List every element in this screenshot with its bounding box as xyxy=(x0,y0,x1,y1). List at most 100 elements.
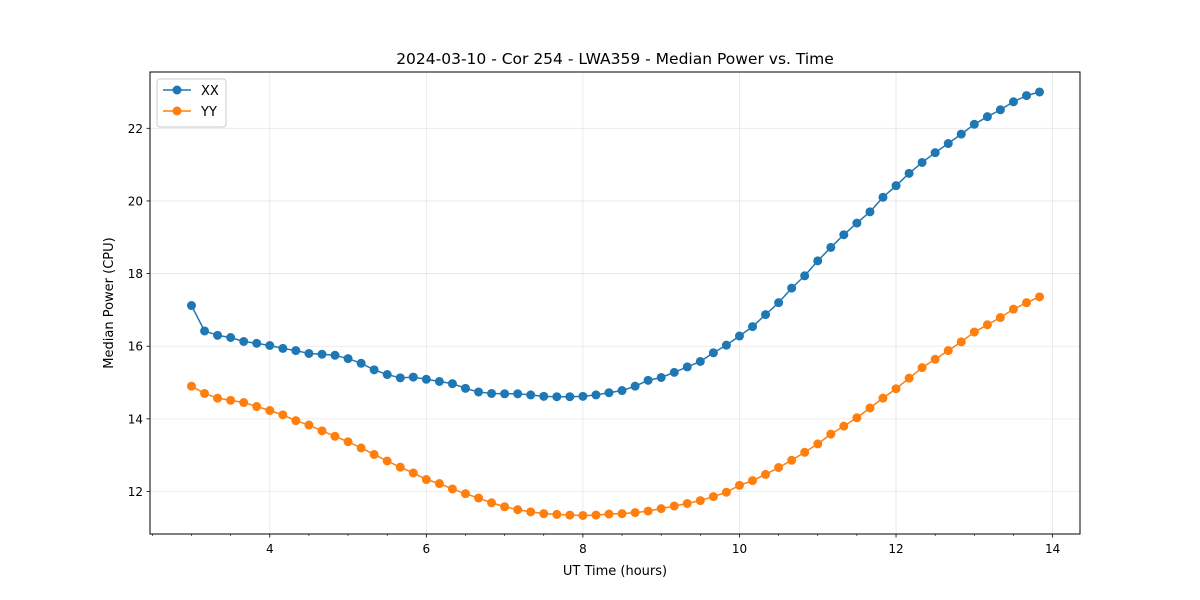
data-point-yy xyxy=(200,388,210,398)
data-point-xx xyxy=(800,271,810,281)
data-point-xx xyxy=(826,242,836,252)
grid-lines xyxy=(150,72,1080,534)
data-point-yy xyxy=(369,449,379,459)
y-tick-label: 20 xyxy=(128,194,143,208)
data-point-xx xyxy=(369,365,379,375)
data-point-yy xyxy=(839,421,849,431)
data-point-yy xyxy=(995,313,1005,323)
data-point-xx xyxy=(669,367,679,377)
data-point-yy xyxy=(1035,292,1045,302)
data-point-yy xyxy=(474,493,484,503)
data-point-xx xyxy=(200,326,210,336)
data-point-xx xyxy=(317,349,327,359)
data-point-xx xyxy=(500,389,510,399)
data-point-yy xyxy=(604,509,614,519)
x-tick-label: 8 xyxy=(579,542,587,556)
data-point-xx xyxy=(591,390,601,400)
data-point-yy xyxy=(891,384,901,394)
data-point-xx xyxy=(578,391,588,401)
data-point-yy xyxy=(317,426,327,436)
data-point-yy xyxy=(761,469,771,479)
data-point-xx xyxy=(695,356,705,366)
data-point-xx xyxy=(839,230,849,240)
data-point-xx xyxy=(421,374,431,384)
data-point-yy xyxy=(226,395,236,405)
y-tick-label: 22 xyxy=(128,122,143,136)
data-point-yy xyxy=(800,447,810,457)
data-point-yy xyxy=(708,492,718,502)
x-tick-label: 12 xyxy=(888,542,903,556)
data-point-yy xyxy=(865,403,875,413)
legend-marker-yy xyxy=(172,106,182,116)
data-point-yy xyxy=(421,475,431,485)
data-point-yy xyxy=(852,413,862,423)
data-point-xx xyxy=(917,157,927,167)
data-point-xx xyxy=(930,148,940,158)
data-point-yy xyxy=(304,420,314,430)
x-tick-label: 10 xyxy=(732,542,747,556)
data-point-yy xyxy=(265,406,275,416)
data-point-yy xyxy=(669,501,679,511)
data-point-xx xyxy=(656,372,666,382)
data-point-xx xyxy=(304,348,314,358)
data-point-yy xyxy=(787,455,797,465)
data-point-xx xyxy=(904,168,914,178)
data-point-xx xyxy=(239,337,249,346)
plot-frame xyxy=(149,71,1081,535)
data-point-yy xyxy=(539,509,549,519)
data-point-yy xyxy=(460,489,470,499)
data-point-xx xyxy=(474,387,484,397)
axis-ticks: 4 6 8 10 12 14 12 14 16 18 20 22 xyxy=(128,122,1061,556)
data-point-yy xyxy=(630,508,640,518)
data-point-yy xyxy=(748,476,758,486)
data-point-xx xyxy=(356,358,366,368)
data-point-xx xyxy=(487,388,497,398)
data-point-xx xyxy=(682,362,692,372)
x-tick-label: 4 xyxy=(266,542,274,556)
data-point-yy xyxy=(565,510,575,520)
data-point-xx xyxy=(643,375,653,385)
data-point-yy xyxy=(643,506,653,516)
data-point-xx xyxy=(330,350,340,360)
data-point-xx xyxy=(708,348,718,358)
data-point-xx xyxy=(878,192,888,202)
data-point-xx xyxy=(891,181,901,191)
data-point-xx xyxy=(630,381,640,391)
data-point-xx xyxy=(382,370,392,380)
legend-marker-xx xyxy=(172,85,182,95)
y-tick-label: 12 xyxy=(128,485,143,499)
data-point-xx xyxy=(604,388,614,398)
data-point-yy xyxy=(552,509,562,519)
data-point-xx xyxy=(291,346,301,356)
data-point-yy xyxy=(395,462,405,472)
data-point-xx xyxy=(278,343,288,353)
y-tick-label: 16 xyxy=(128,340,143,354)
data-point-yy xyxy=(878,393,888,403)
data-point-xx xyxy=(395,373,405,383)
data-point-xx xyxy=(969,119,979,129)
data-point-yy xyxy=(617,509,627,519)
data-point-yy xyxy=(943,346,953,356)
data-point-yy xyxy=(1008,304,1018,314)
data-point-yy xyxy=(734,480,744,490)
data-point-yy xyxy=(656,504,666,514)
data-point-yy xyxy=(904,373,914,383)
data-point-xx xyxy=(813,256,823,266)
data-point-xx xyxy=(213,330,223,340)
data-point-yy xyxy=(526,507,536,517)
legend-label-xx: XX xyxy=(201,84,219,99)
data-point-xx xyxy=(343,354,353,364)
data-point-xx xyxy=(565,392,575,402)
data-point-xx xyxy=(186,301,196,311)
data-point-xx xyxy=(943,139,953,149)
y-axis-label: Median Power (CPU) xyxy=(102,237,117,368)
data-point-yy xyxy=(813,439,823,449)
data-point-yy xyxy=(917,363,927,373)
data-point-yy xyxy=(513,505,523,515)
data-point-xx xyxy=(956,129,966,139)
data-point-yy xyxy=(487,498,497,508)
data-point-xx xyxy=(265,340,275,350)
data-point-xx xyxy=(865,207,875,217)
series-layer xyxy=(186,87,1045,520)
